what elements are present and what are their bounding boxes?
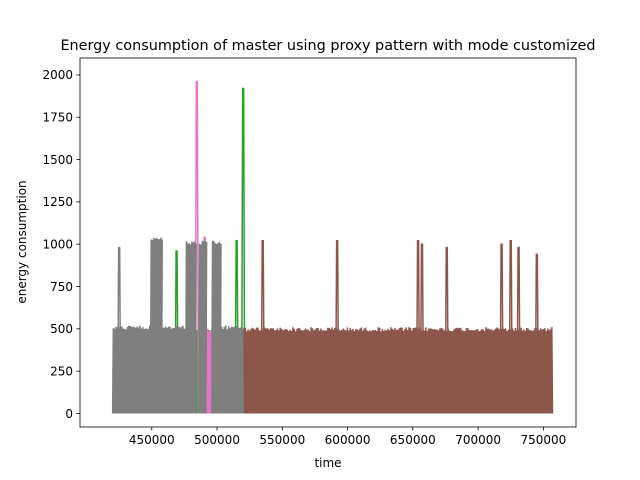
x-tick-label: 550000 <box>259 433 305 447</box>
series-spike <box>334 240 340 414</box>
series-spike <box>516 246 521 414</box>
y-axis-label: energy consumption <box>15 180 29 303</box>
y-tick-label: 2000 <box>42 68 73 82</box>
series-segment <box>211 240 222 414</box>
series-spike <box>419 243 425 414</box>
series-segment <box>177 325 187 414</box>
plot-frame <box>79 57 577 428</box>
series-spike <box>444 246 450 414</box>
series-segment <box>198 240 208 414</box>
x-tick-label: 750000 <box>520 433 566 447</box>
y-tick-label: 250 <box>50 364 73 378</box>
y-tick-label: 750 <box>50 280 73 294</box>
series-spike <box>260 240 265 414</box>
series-segment <box>205 329 213 414</box>
x-axis-ticks: 450000 500000 550000 600000 650000 700000 7500… <box>129 427 566 447</box>
y-tick-label: 0 <box>65 407 73 421</box>
series-spike <box>499 243 504 414</box>
series-segment <box>242 327 554 414</box>
series-3 <box>111 237 244 414</box>
series-spike <box>415 240 421 414</box>
chart-title: Energy consumption of master using proxy… <box>60 38 595 54</box>
series-segment <box>149 237 163 414</box>
series-spike <box>240 87 246 414</box>
x-tick-label: 700000 <box>455 433 501 447</box>
x-tick-label: 650000 <box>390 433 436 447</box>
y-axis-ticks: 0 250 500 750 1000 1250 1500 1750 2000 <box>42 68 80 421</box>
x-tick-label: 600000 <box>325 433 371 447</box>
y-tick-label: 1750 <box>42 111 73 125</box>
series-spike <box>116 246 122 414</box>
series-spike <box>534 253 540 414</box>
y-tick-label: 1500 <box>42 153 73 167</box>
series-segment <box>111 325 152 414</box>
y-tick-label: 500 <box>50 322 73 336</box>
series-1 <box>242 240 554 414</box>
y-tick-label: 1000 <box>42 237 73 251</box>
y-tick-label: 1250 <box>42 195 73 209</box>
series-layer <box>111 80 554 414</box>
x-axis-label: time <box>314 456 341 470</box>
series-segment <box>184 241 197 414</box>
x-tick-label: 500000 <box>194 433 240 447</box>
series-segment <box>161 325 179 414</box>
x-tick-label: 450000 <box>129 433 175 447</box>
series-segment <box>220 325 244 414</box>
series-spike <box>508 240 513 414</box>
